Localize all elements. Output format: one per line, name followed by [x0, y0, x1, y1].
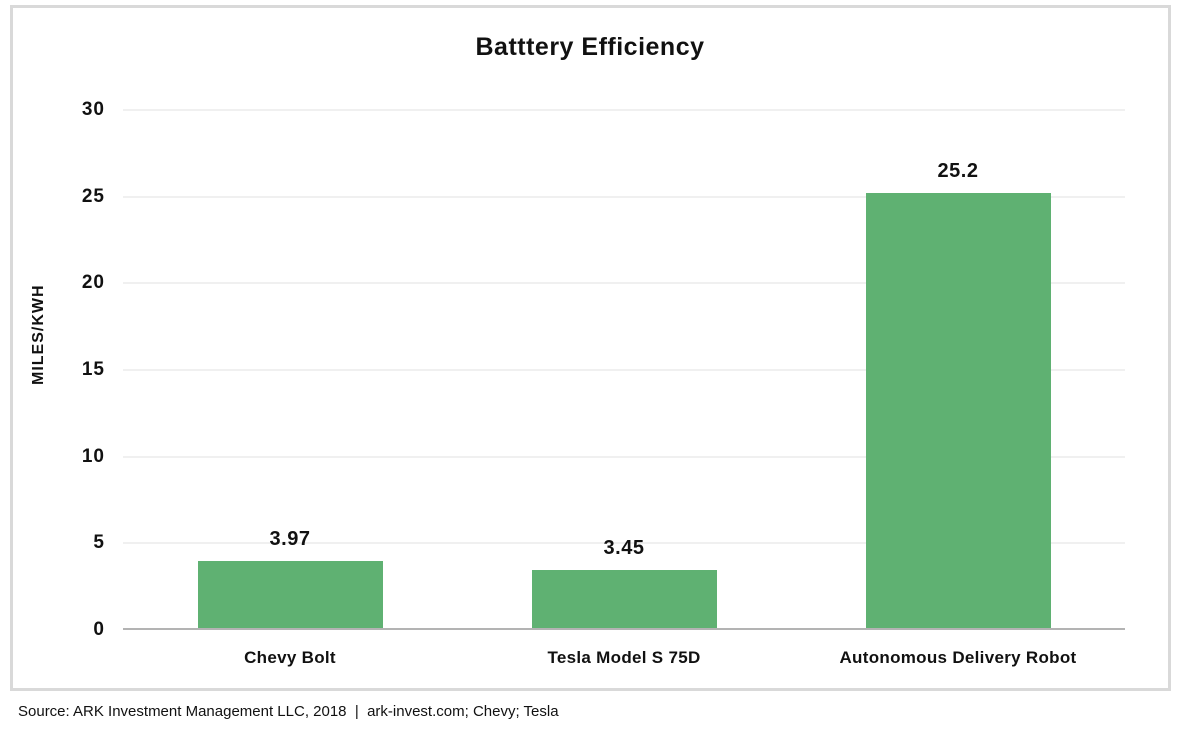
y-tick-label: 30: [81, 99, 105, 120]
y-tick-label: 25: [81, 185, 105, 207]
bar-value-label: 3.97: [269, 528, 311, 551]
y-axis-label: MILES/KWH: [30, 284, 47, 386]
gridline: [123, 109, 1125, 111]
y-tick-label: 0: [93, 619, 105, 640]
bar-value-label: 25.2: [937, 160, 979, 183]
gridline: [123, 542, 1125, 545]
bar: [197, 561, 383, 628]
gridline: [123, 195, 1125, 198]
gridline: [123, 282, 1125, 285]
y-tick-label: 5: [93, 532, 105, 554]
bar: [865, 193, 1051, 628]
gridline: [123, 455, 1125, 458]
y-tick-label: 20: [81, 272, 105, 294]
x-category-label: Chevy Bolt: [244, 648, 336, 667]
chart-title: Batttery Efficiency: [475, 33, 705, 61]
bar-value-label: 3.45: [603, 537, 645, 560]
x-axis-line: [123, 628, 1125, 630]
gridline: [123, 369, 1125, 371]
x-category-label: Tesla Model S 75D: [547, 648, 701, 667]
y-tick-label: 10: [81, 445, 105, 467]
bar: [531, 570, 717, 628]
plot-area: 0 5 10 15 20 25 30 3.97 Chevy Bolt 3.45 Tesla Mode…: [82, 99, 1125, 667]
source-note: Source: ARK Investment Management LLC, 2…: [18, 703, 559, 720]
y-tick-label: 15: [81, 359, 105, 380]
x-category-label: Autonomous Delivery Robot: [839, 648, 1077, 667]
